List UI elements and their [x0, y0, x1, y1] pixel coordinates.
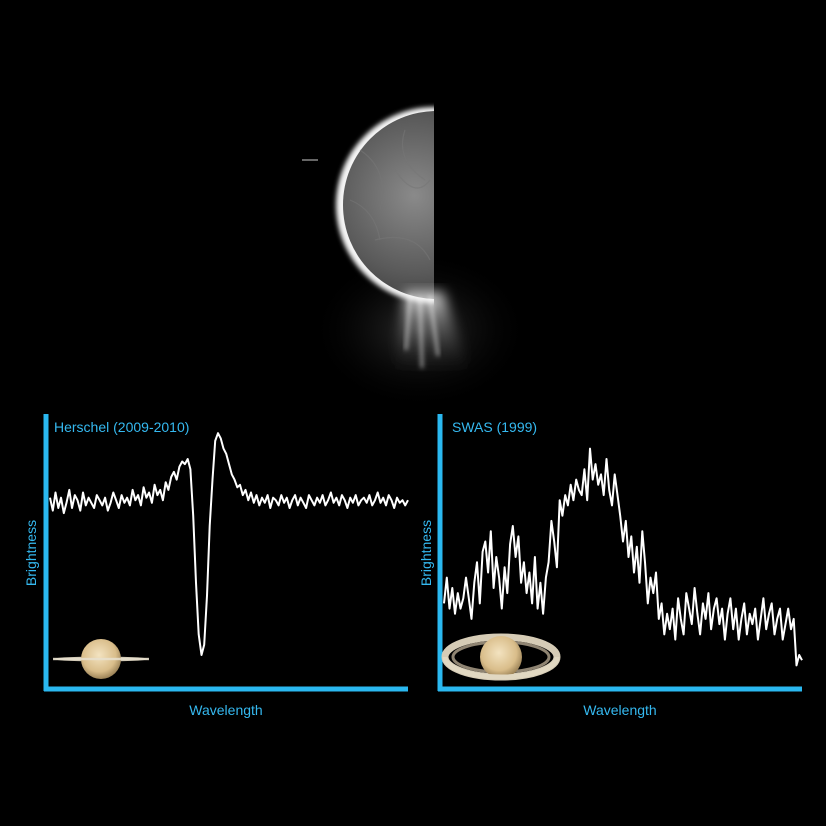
saturn-rings-edge-on-icon	[53, 639, 149, 679]
y-axis-label-herschel: Brightness	[23, 519, 39, 587]
chart-title-herschel: Herschel (2009-2010)	[54, 419, 190, 435]
spectrum-line-herschel	[49, 432, 409, 656]
x-axis-label-swas: Wavelength	[583, 702, 657, 718]
chart-panel-herschel	[43, 414, 409, 692]
y-axis-label-swas: Brightness	[418, 519, 434, 587]
saturn-rings-open-icon	[441, 633, 561, 681]
x-axis-label-herschel: Wavelength	[189, 702, 263, 718]
chart-title-swas: SWAS (1999)	[452, 419, 538, 435]
enceladus-moon-image	[302, 107, 530, 410]
chart-panel-swas	[437, 414, 803, 692]
spectrum-line-swas	[443, 447, 803, 667]
